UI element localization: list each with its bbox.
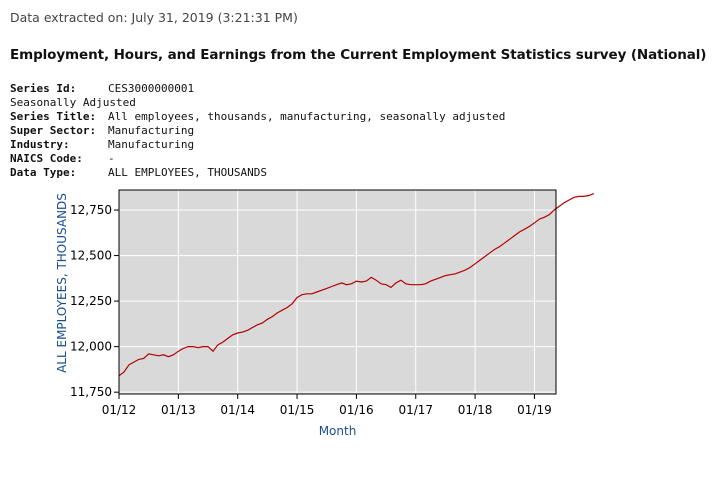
y-tick-label: 12,250: [70, 294, 112, 308]
series-id-row: Series Id: CES3000000001: [10, 82, 505, 96]
naics-value: -: [108, 152, 115, 165]
naics-label: NAICS Code:: [10, 152, 83, 165]
industry-value: Manufacturing: [108, 138, 195, 151]
plot-area: [119, 190, 556, 394]
plot-border: [118, 189, 557, 395]
x-tick-label: 01/14: [220, 403, 255, 417]
y-axis-ticks: 11,750 12,000 12,250 12,500 12,750: [70, 203, 119, 399]
y-tick-label: 11,750: [70, 385, 112, 399]
x-axis-title: Month: [319, 424, 357, 438]
series-line: [118, 193, 595, 377]
super-sector-label: Super Sector:: [10, 124, 97, 137]
x-gridlines: [177, 190, 535, 394]
y-tick-label: 12,500: [70, 249, 112, 263]
series-id-value: CES3000000001: [108, 82, 195, 95]
x-tick-label: 01/19: [517, 403, 552, 417]
naics-row: NAICS Code: -: [10, 152, 505, 166]
series-metadata: Series Id: CES3000000001 Seasonally Adjus…: [10, 82, 505, 180]
x-axis-ticks: 01/12 01/13 01/14 01/15 01/16 01/17 01/18 01/19: [102, 394, 552, 417]
data-type-value: ALL EMPLOYEES, THOUSANDS: [108, 166, 267, 179]
series-title-label: Series Title:: [10, 110, 97, 123]
seasonal-adjustment: Seasonally Adjusted: [10, 96, 136, 109]
x-tick-label: 01/13: [161, 403, 196, 417]
series-title-row: Series Title: All employees, thousands, m…: [10, 110, 505, 124]
super-sector-row: Super Sector: Manufacturing: [10, 124, 505, 138]
y-tick-label: 12,000: [70, 340, 112, 354]
x-tick-label: 01/17: [398, 403, 433, 417]
x-tick-label: 01/16: [339, 403, 374, 417]
industry-label: Industry:: [10, 138, 70, 151]
y-tick-label: 12,750: [70, 203, 112, 217]
x-tick-label: 01/12: [102, 403, 137, 417]
series-id-label: Series Id:: [10, 82, 77, 95]
data-type-label: Data Type:: [10, 166, 77, 179]
data-extracted-timestamp: Data extracted on: July 31, 2019 (3:21:3…: [10, 10, 298, 25]
industry-row: Industry: Manufacturing: [10, 138, 505, 152]
x-tick-label: 01/18: [458, 403, 493, 417]
y-axis-title: ALL EMPLOYEES, THOUSANDS: [55, 193, 69, 373]
series-title-value: All employees, thousands, manufacturing,…: [108, 110, 506, 123]
page-title: Employment, Hours, and Earnings from the…: [10, 47, 707, 63]
super-sector-value: Manufacturing: [108, 124, 195, 137]
data-type-row: Data Type: ALL EMPLOYEES, THOUSANDS: [10, 166, 505, 180]
x-tick-label: 01/15: [280, 403, 315, 417]
